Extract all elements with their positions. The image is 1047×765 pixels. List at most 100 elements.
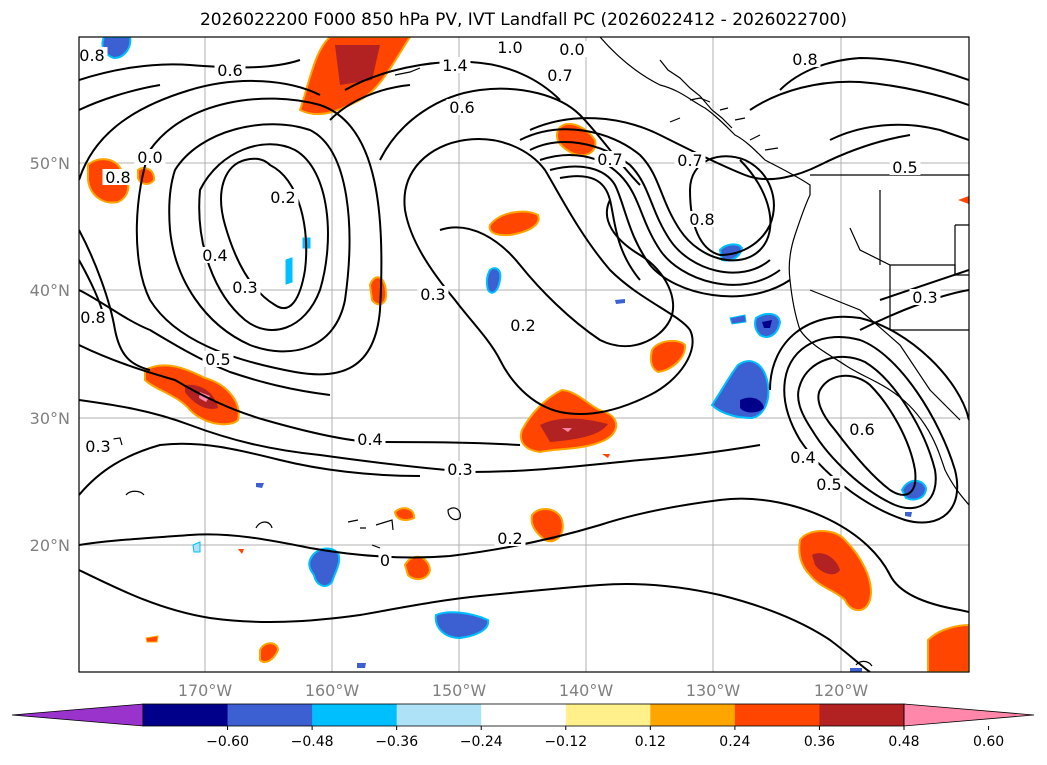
contour-label: 0.8	[689, 210, 714, 229]
colorbar-tick-label: 0.24	[719, 734, 750, 750]
contour-label: 1.4	[442, 56, 467, 75]
lon-tick: 140°W	[559, 681, 614, 700]
colorbar-segment	[143, 704, 229, 726]
lon-tick: 130°W	[686, 681, 741, 700]
contour-label: 0.0	[559, 40, 584, 59]
contour-label-bg	[494, 39, 526, 55]
contour-label-bg	[199, 247, 231, 263]
contour-label: 0.0	[137, 148, 162, 167]
contour-label: 0.3	[912, 288, 937, 307]
contour-label: 0.3	[420, 285, 445, 304]
colorbar-tick-label: −0.12	[544, 734, 587, 750]
lat-tick: 30°N	[30, 409, 70, 428]
colorbar-tick-label: 0.12	[635, 734, 666, 750]
contour-label: 0.8	[792, 50, 817, 69]
colorbar-tick-label: −0.60	[206, 734, 249, 750]
lon-tick: 120°W	[814, 681, 869, 700]
contour-label: 0.4	[202, 246, 227, 265]
contour-label-bg	[544, 67, 576, 83]
colorbar-segment	[396, 704, 482, 726]
colorbar-tick-label: 0.48	[888, 734, 919, 750]
contour-label: 0.5	[892, 158, 917, 177]
contour-labels: 0.6 0.8 1.4 1.0 0.7 0.0 0.8 0.6 0.7 0.7 0.8 0.5 0.0 0…	[79, 38, 941, 570]
colorbar-tick-label: 0.36	[804, 734, 835, 750]
contour-label-bg	[229, 279, 261, 295]
lon-tick: 150°W	[432, 681, 487, 700]
contour-label: 0.5	[816, 475, 841, 494]
colorbar: −0.60 −0.48 −0.36 −0.24 −0.12 0.12 0.24 0.36 0.4…	[11, 703, 1035, 750]
contour-label-bg	[202, 351, 234, 367]
contour-label-bg	[267, 189, 299, 205]
contour-label-bg	[444, 461, 476, 477]
contour-label-bg	[789, 51, 821, 67]
contour-label-bg	[439, 57, 471, 73]
contour-label-bg	[102, 169, 134, 185]
contour-label-bg	[594, 151, 626, 167]
contour-label-bg	[674, 152, 706, 168]
coastlines	[104, 37, 969, 667]
contour-label: 0.5	[205, 350, 230, 369]
lat-axis: 50°N 40°N 30°N 20°N	[30, 154, 70, 555]
lon-axis: 170°W 160°W 150°W 140°W 130°W 120°W	[178, 681, 869, 700]
contour-label: 0.7	[547, 66, 572, 85]
colorbar-tick-label: −0.48	[291, 734, 334, 750]
colorbar-segment	[227, 704, 313, 726]
contour-label: 0.4	[357, 430, 382, 449]
contour-label: 0.4	[790, 448, 815, 467]
colorbar-segment	[650, 704, 736, 726]
contour-label: 0.6	[849, 420, 874, 439]
contour-label: 0	[380, 551, 390, 570]
contour-label-bg	[378, 552, 392, 568]
contour-label: 0.3	[447, 460, 472, 479]
colorbar-tick-label: −0.36	[375, 734, 418, 750]
contour-label: 0.2	[270, 188, 295, 207]
contour-label-bg	[889, 159, 921, 175]
contour-label: 0.7	[597, 150, 622, 169]
colorbar-tick-label: 0.60	[973, 734, 1004, 750]
colorbar-outline	[142, 703, 905, 727]
contour-label-bg	[909, 289, 941, 305]
colorbar-segment	[819, 704, 905, 726]
contour-label-bg	[556, 41, 588, 57]
pv-filled-contours	[87, 37, 969, 672]
map-title: 2026022200 F000 850 hPa PV, IVT Landfall…	[199, 10, 847, 30]
contour-label-bg	[787, 449, 819, 465]
lon-tick: 170°W	[178, 681, 233, 700]
contour-label-bg	[494, 530, 526, 546]
colorbar-segment	[734, 704, 820, 726]
contour-label-bg	[507, 317, 539, 333]
contour-label: 0.2	[510, 316, 535, 335]
contour-label-bg	[134, 149, 166, 165]
contour-label-bg	[686, 211, 718, 227]
pv-line-contours	[79, 56, 969, 672]
colorbar-extend-high	[903, 703, 1035, 727]
contour-label: 1.0	[497, 38, 522, 57]
lat-tick: 40°N	[30, 281, 70, 300]
contour-label-bg	[446, 99, 478, 115]
contour-label: 0.6	[449, 98, 474, 117]
contour-label: 0.2	[497, 529, 522, 548]
contour-label-bg	[79, 309, 109, 325]
contour-label: 0.8	[80, 308, 105, 327]
contour-label-bg	[846, 421, 878, 437]
contour-label: 0.7	[677, 151, 702, 170]
colorbar-tick-label: −0.24	[460, 734, 503, 750]
contour-label-bg	[354, 431, 386, 447]
colorbar-extend-low	[11, 703, 144, 727]
contour-label: 0.3	[85, 437, 110, 456]
colorbar-segment	[565, 704, 651, 726]
contour-label-bg	[214, 62, 246, 78]
colorbar-segment	[481, 704, 567, 726]
lat-tick: 50°N	[30, 154, 70, 173]
contour-label: 0.3	[232, 278, 257, 297]
map-border	[78, 36, 970, 673]
lat-tick: 20°N	[30, 536, 70, 555]
colorbar-segment	[312, 704, 398, 726]
contour-label-bg	[79, 47, 108, 63]
contour-label: 0.8	[105, 168, 130, 187]
contour-label: 0.8	[79, 46, 104, 65]
contour-label-bg	[417, 286, 449, 302]
contour-label-bg	[82, 438, 114, 454]
contour-label: 0.6	[217, 61, 242, 80]
